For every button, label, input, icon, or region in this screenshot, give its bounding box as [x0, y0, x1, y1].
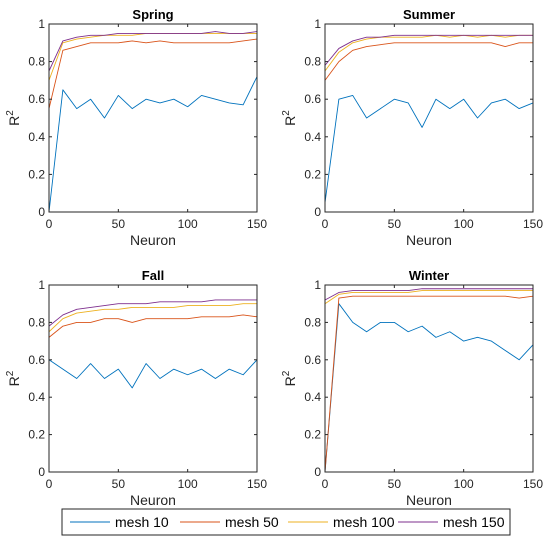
- axes-box-fall: [48, 284, 258, 473]
- series-line-mesh-50-winter: [324, 295, 534, 473]
- y-tick-label-fall: 0.4: [28, 390, 45, 404]
- x-tick-label-fall: 50: [112, 477, 126, 491]
- chart-title-summer: Summer: [403, 7, 455, 22]
- y-tick-label-spring: 0.4: [28, 130, 45, 144]
- series-line-mesh-10-winter: [324, 303, 534, 473]
- y-tick-label-summer: 0.2: [304, 167, 321, 181]
- series-line-mesh-100-winter: [324, 290, 533, 305]
- y-tick-label-summer: 0.8: [304, 55, 321, 69]
- y-tick-label-spring: 0: [38, 205, 45, 219]
- y-tick-label-winter: 0.8: [304, 315, 321, 329]
- chart-title-fall: Fall: [142, 268, 164, 283]
- y-axis-label-base-summer: R: [282, 116, 298, 126]
- y-axis-label-base-spring: R: [6, 116, 22, 126]
- y-tick-label-winter: 0.4: [304, 390, 321, 404]
- x-tick-label-spring: 50: [112, 217, 126, 231]
- chart-panel-spring: 0 50 100 150 0 0.2 0.4 0.6 0.8 1 Spring Neuron R2: [5, 7, 267, 248]
- series-line-mesh-50-fall: [48, 314, 258, 338]
- x-axis-label-winter: Neuron: [406, 492, 452, 508]
- series-line-mesh-100-summer: [324, 34, 533, 72]
- series-line-mesh-150-fall: [48, 299, 257, 327]
- y-tick-label-summer: 0.4: [304, 130, 321, 144]
- y-tick-label-summer: 0.6: [304, 92, 321, 106]
- legend-item-mesh-50: mesh 50: [180, 514, 279, 530]
- y-tick-label-fall: 0.8: [28, 315, 45, 329]
- x-tick-label-spring: 150: [247, 217, 267, 231]
- plot-area-winter: [325, 285, 533, 472]
- x-tick-label-summer: 50: [388, 217, 402, 231]
- x-tick-label-winter: 0: [322, 477, 329, 491]
- x-tick-label-fall: 0: [46, 477, 53, 491]
- legend-label-mesh-10: mesh 10: [115, 514, 169, 530]
- series-line-mesh-10-spring: [48, 76, 258, 213]
- chart-panel-winter: 0 50 100 150 0 0.2 0.4 0.6 0.8 1 Winter Neuron R2: [281, 268, 543, 508]
- chart-title-spring: Spring: [132, 7, 173, 22]
- x-axis-label-spring: Neuron: [130, 232, 176, 248]
- x-tick-label-fall: 150: [247, 477, 267, 491]
- y-axis-label-fall: R2: [5, 370, 22, 386]
- legend-item-mesh-10: mesh 10: [70, 514, 169, 530]
- plot-area-summer: [325, 24, 533, 212]
- y-tick-label-fall: 0.6: [28, 353, 45, 367]
- y-tick-label-spring: 1: [38, 17, 45, 31]
- axes-box-summer: [324, 23, 534, 213]
- y-tick-label-winter: 0.2: [304, 428, 321, 442]
- legend-item-mesh-150: mesh 150: [398, 514, 505, 530]
- x-tick-label-spring: 100: [178, 217, 198, 231]
- chart-panel-summer: 0 50 100 150 0 0.2 0.4 0.6 0.8 1 Summer Neuron R2: [281, 7, 543, 248]
- y-tick-label-fall: 1: [38, 278, 45, 292]
- x-axis-label-fall: Neuron: [130, 492, 176, 508]
- y-tick-label-spring: 0.8: [28, 55, 45, 69]
- x-tick-label-winter: 50: [388, 477, 402, 491]
- x-tick-label-spring: 0: [46, 217, 53, 231]
- y-tick-label-summer: 0: [314, 205, 321, 219]
- series-line-mesh-150-winter: [324, 288, 533, 301]
- chart-title-winter: Winter: [409, 268, 449, 283]
- legend-item-mesh-100: mesh 100: [288, 514, 395, 530]
- y-axis-label-base-fall: R: [6, 376, 22, 386]
- x-tick-label-winter: 100: [454, 477, 474, 491]
- series-line-mesh-150-summer: [324, 34, 533, 66]
- x-tick-label-summer: 100: [454, 217, 474, 231]
- y-tick-label-spring: 0.6: [28, 92, 45, 106]
- x-tick-label-fall: 100: [178, 477, 198, 491]
- y-tick-label-winter: 0: [314, 465, 321, 479]
- series-line-mesh-10-summer: [324, 94, 534, 203]
- y-tick-label-fall: 0.2: [28, 428, 45, 442]
- y-tick-label-summer: 1: [314, 17, 321, 31]
- y-axis-label-summer: R2: [281, 110, 298, 126]
- series-line-mesh-10-fall: [48, 359, 258, 389]
- x-axis-label-summer: Neuron: [406, 232, 452, 248]
- y-tick-label-winter: 1: [314, 278, 321, 292]
- series-line-mesh-50-spring: [48, 38, 258, 109]
- series-line-mesh-100-fall: [48, 303, 257, 333]
- plot-area-fall: [49, 285, 257, 472]
- y-tick-label-spring: 0.2: [28, 167, 45, 181]
- y-tick-label-winter: 0.6: [304, 353, 321, 367]
- legend: mesh 10 mesh 50 mesh 100 mesh 150: [61, 508, 511, 536]
- y-axis-label-superscript-fall: 2: [5, 370, 16, 376]
- y-axis-label-base-winter: R: [282, 376, 298, 386]
- x-tick-label-summer: 150: [523, 217, 543, 231]
- y-axis-label-superscript-summer: 2: [281, 110, 292, 116]
- y-axis-label-winter: R2: [281, 370, 298, 386]
- x-tick-label-winter: 150: [523, 477, 543, 491]
- y-tick-label-fall: 0: [38, 465, 45, 479]
- axes-box-winter: [324, 284, 534, 473]
- plot-area-spring: [49, 24, 257, 212]
- y-axis-label-superscript-spring: 2: [5, 110, 16, 116]
- y-axis-label-spring: R2: [5, 110, 22, 126]
- y-axis-label-superscript-winter: 2: [281, 370, 292, 376]
- chart-panel-fall: 0 50 100 150 0 0.2 0.4 0.6 0.8 1 Fall Neuron R2: [5, 268, 267, 508]
- x-tick-label-summer: 0: [322, 217, 329, 231]
- series-line-mesh-50-summer: [324, 42, 533, 81]
- series-line-mesh-150-spring: [48, 31, 258, 72]
- legend-label-mesh-50: mesh 50: [225, 514, 279, 530]
- axes-box-spring: [48, 23, 258, 213]
- legend-label-mesh-150: mesh 150: [443, 514, 505, 530]
- legend-label-mesh-100: mesh 100: [333, 514, 395, 530]
